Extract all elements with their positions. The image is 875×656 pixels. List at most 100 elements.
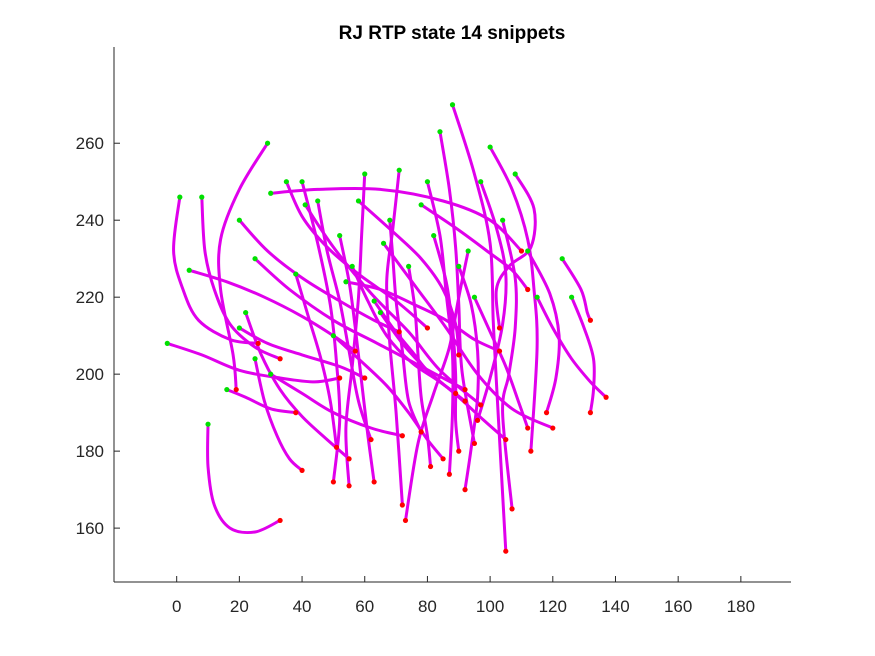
snippet-trace — [438, 130, 476, 445]
snippet-start-point — [243, 309, 249, 316]
snippet-end-point — [503, 548, 509, 554]
snippet-end-point — [255, 340, 261, 346]
snippet-end-point — [424, 325, 431, 331]
snippet-end-point — [453, 390, 459, 397]
snippet-trace — [237, 326, 367, 380]
snippet-start-point — [424, 179, 431, 185]
snippet-start-point — [362, 171, 368, 177]
snippet-start-point — [465, 248, 471, 254]
snippet-end-point — [446, 471, 452, 477]
y-tick-label: 240 — [76, 211, 104, 230]
snippet-start-point — [478, 179, 484, 185]
snippet-end-point — [396, 329, 402, 335]
snippet-start-point — [252, 256, 258, 262]
snippet-trace — [237, 218, 401, 334]
x-tick-label: 60 — [355, 597, 374, 616]
snippet-end-point — [330, 479, 336, 485]
snippet-end-point — [474, 417, 481, 423]
snippet-trace — [331, 334, 445, 461]
snippet-start-point — [186, 267, 192, 273]
snippet-start-point — [283, 179, 289, 185]
snippet-end-point — [587, 410, 594, 416]
x-axis-ticks: 0 20 40 60 80 100 120 140 160 180 — [172, 576, 755, 616]
snippet-end-point — [399, 433, 405, 439]
plot-markers — [164, 102, 609, 554]
snippet-start-point — [355, 198, 362, 204]
snippet-start-point — [559, 256, 565, 262]
snippet-end-point — [509, 506, 515, 512]
snippet-start-point — [315, 198, 321, 204]
y-tick-label: 180 — [76, 442, 104, 461]
snippet-start-point — [406, 263, 412, 269]
snippet-start-point — [456, 263, 462, 269]
snippet-end-point — [440, 456, 446, 462]
snippet-start-point — [525, 248, 531, 254]
snippet-end-point — [525, 286, 531, 293]
snippet-start-point — [437, 129, 443, 135]
snippet-end-point — [496, 325, 503, 331]
snippet-start-point — [396, 167, 402, 173]
y-tick-label: 160 — [76, 519, 104, 538]
snippet-start-point — [236, 325, 242, 331]
snippet-trace — [476, 180, 508, 422]
snippet-start-point — [330, 333, 336, 339]
snippet-trace — [451, 103, 508, 553]
y-tick-label: 220 — [76, 288, 104, 307]
snippet-start-point — [268, 371, 274, 377]
x-tick-label: 120 — [539, 597, 567, 616]
snippet-end-point — [346, 483, 352, 489]
snippet-trace — [488, 145, 539, 453]
snippet-end-point — [478, 402, 484, 408]
x-tick-label: 80 — [418, 597, 437, 616]
snippet-end-point — [368, 436, 374, 443]
snippet-end-point — [371, 479, 377, 485]
snippet-trace — [165, 341, 342, 384]
snippet-start-point — [534, 294, 540, 300]
x-tick-label: 180 — [727, 597, 755, 616]
snippet-trace — [172, 195, 260, 345]
snippet-end-point — [462, 487, 468, 493]
snippet-trace — [526, 249, 561, 415]
snippet-trace — [388, 218, 423, 434]
y-tick-label: 200 — [76, 365, 104, 384]
snippet-end-point — [277, 356, 283, 362]
x-tick-label: 100 — [476, 597, 504, 616]
snippet-trace — [432, 234, 461, 453]
snippet-start-point — [512, 171, 518, 177]
snippet-trace — [344, 280, 501, 353]
snippet-trace — [225, 388, 298, 415]
snippet-trace — [560, 257, 592, 322]
snippet-end-point — [456, 352, 462, 358]
snippet-end-point — [337, 375, 343, 381]
snippet-start-point — [264, 140, 271, 146]
snippet-start-point — [377, 309, 384, 316]
snippet-end-point — [462, 398, 468, 404]
x-tick-label: 0 — [172, 597, 181, 616]
snippet-start-point — [199, 194, 205, 200]
y-axis-ticks: 160 180 200 220 240 260 — [76, 134, 120, 538]
snippet-start-point — [380, 240, 387, 246]
snippet-end-point — [299, 467, 305, 473]
x-tick-label: 140 — [601, 597, 629, 616]
snippet-start-point — [293, 271, 299, 277]
snippet-end-point — [550, 425, 556, 431]
snippet-start-point — [431, 232, 437, 239]
snippet-start-point — [177, 194, 183, 200]
snippet-start-point — [224, 386, 230, 393]
snippet-start-point — [418, 202, 424, 208]
chart-title: RJ RTP state 14 snippets — [339, 23, 566, 44]
snippet-start-point — [252, 356, 258, 362]
snippet-end-point — [543, 410, 550, 416]
snippet-trace — [217, 141, 270, 392]
snippet-start-point — [487, 144, 493, 150]
snippet-start-point — [337, 232, 343, 239]
x-tick-label: 40 — [293, 597, 312, 616]
snippet-trace — [294, 272, 338, 449]
snippet-start-point — [164, 340, 170, 346]
snippet-end-point — [418, 429, 424, 435]
x-tick-label: 160 — [664, 597, 692, 616]
snippet-end-point — [603, 394, 609, 400]
snippet-start-point — [387, 217, 393, 223]
snippet-end-point — [518, 248, 525, 254]
